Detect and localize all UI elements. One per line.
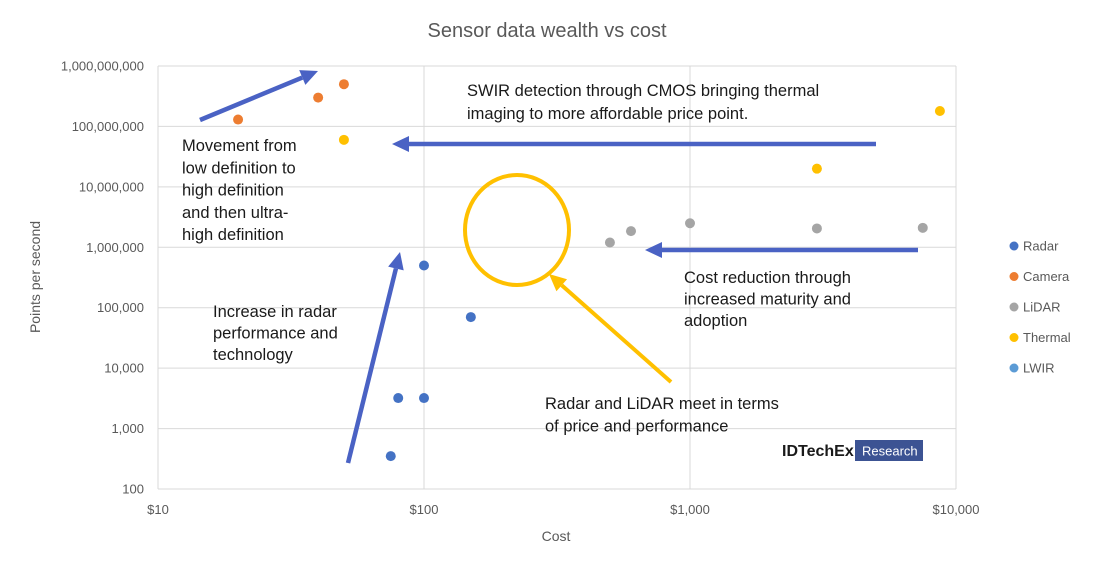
arrow-head xyxy=(392,136,409,152)
y-tick-label: 10,000,000 xyxy=(79,179,144,194)
point-radar xyxy=(393,393,404,404)
y-tick-label: 100,000,000 xyxy=(72,119,144,134)
annotation-line: Radar and LiDAR meet in terms xyxy=(545,395,779,413)
annotation-line: of price and performance xyxy=(545,418,728,436)
point-lidar xyxy=(625,226,636,237)
arrow-head xyxy=(299,70,318,85)
idtechex-logo: IDTechEx Research xyxy=(782,440,923,461)
annotation-movement: Movement from low definition to high defin… xyxy=(182,137,297,244)
point-radar xyxy=(419,260,429,271)
legend-marker-lwir xyxy=(1009,363,1019,373)
y-tick-label: 1,000 xyxy=(111,421,144,436)
logo-text: IDTechEx xyxy=(782,443,854,460)
annotation-line: increased maturity and xyxy=(684,291,851,309)
arrow-shaft xyxy=(560,283,673,384)
annotation-line: low definition to xyxy=(182,159,296,177)
point-thermal xyxy=(934,106,945,117)
y-axis-ticks: 100 1,000 10,000 100,000 1,000,000 10,000,000… xyxy=(61,59,144,497)
legend-label-camera: Camera xyxy=(1023,269,1070,284)
annotation-swir: SWIR detection through CMOS bringing the… xyxy=(467,82,819,123)
annotation-radar-perf: Increase in radar performance and technolo… xyxy=(213,303,338,364)
x-tick-label: $100 xyxy=(410,502,439,517)
arrow-head xyxy=(388,252,404,271)
annotation-line: Increase in radar xyxy=(213,303,337,321)
arrow-head xyxy=(645,242,662,258)
legend-marker-lidar xyxy=(1009,302,1019,312)
annotation-line: Movement from xyxy=(182,137,297,155)
y-tick-label: 10,000 xyxy=(104,361,144,376)
legend-marker-radar xyxy=(1009,241,1019,251)
logo-badge xyxy=(855,440,923,461)
y-tick-label: 100 xyxy=(122,482,144,497)
annotation-line: SWIR detection through CMOS bringing the… xyxy=(467,82,819,100)
x-axis-title: Cost xyxy=(542,528,571,544)
chart-title: Sensor data wealth vs cost xyxy=(427,20,666,42)
point-lidar xyxy=(917,222,928,233)
x-tick-label: $10 xyxy=(147,502,169,517)
x-tick-label: $10,000 xyxy=(933,502,980,517)
legend-label-lwir: LWIR xyxy=(1023,361,1055,376)
arrow-shaft xyxy=(345,267,399,464)
point-radar xyxy=(465,312,476,323)
legend-label-lidar: LiDAR xyxy=(1023,300,1061,315)
annotation-line: technology xyxy=(213,346,294,364)
annotation-line: high definition xyxy=(182,226,284,244)
data-points xyxy=(233,79,945,462)
logo-subtext: Research xyxy=(862,444,918,459)
legend-marker-thermal xyxy=(1009,333,1019,342)
x-axis-ticks: $10 $100 $1,000 $10,000 xyxy=(147,502,979,517)
point-thermal xyxy=(338,134,349,145)
annotation-line: imaging to more affordable price point. xyxy=(467,105,748,123)
point-camera xyxy=(233,114,244,125)
point-camera xyxy=(338,79,349,90)
legend-marker-camera xyxy=(1009,272,1019,281)
legend: Radar Camera LiDAR Thermal LWIR xyxy=(1009,239,1071,376)
point-thermal xyxy=(811,163,822,174)
point-radar xyxy=(385,451,396,462)
x-tick-label: $1,000 xyxy=(670,502,710,517)
point-lidar xyxy=(604,237,615,248)
y-tick-label: 1,000,000 xyxy=(86,240,144,255)
legend-label-radar: Radar xyxy=(1023,239,1059,254)
y-axis-title: Points per second xyxy=(27,221,43,333)
annotation-cost: Cost reduction through increased maturity… xyxy=(684,269,851,330)
arrow-head xyxy=(549,274,568,292)
point-lidar xyxy=(685,218,695,229)
highlight-circle xyxy=(463,173,571,287)
y-tick-label: 100,000 xyxy=(97,300,144,315)
annotation-meet: Radar and LiDAR meet in terms of price an… xyxy=(545,395,779,436)
point-camera xyxy=(313,92,324,103)
annotations: Movement from low definition to high defin… xyxy=(182,82,851,436)
annotation-line: performance and xyxy=(213,325,338,343)
annotation-line: adoption xyxy=(684,312,747,330)
y-tick-label: 1,000,000,000 xyxy=(61,59,144,74)
gridlines xyxy=(157,65,957,490)
point-lidar xyxy=(811,223,822,234)
annotation-line: high definition xyxy=(182,182,284,200)
legend-label-thermal: Thermal xyxy=(1023,330,1071,345)
annotation-line: and then ultra- xyxy=(182,204,288,222)
point-radar xyxy=(419,393,429,404)
annotation-line: Cost reduction through xyxy=(684,269,851,287)
annotation-graphics xyxy=(199,70,918,464)
arrow-shaft xyxy=(199,75,304,123)
